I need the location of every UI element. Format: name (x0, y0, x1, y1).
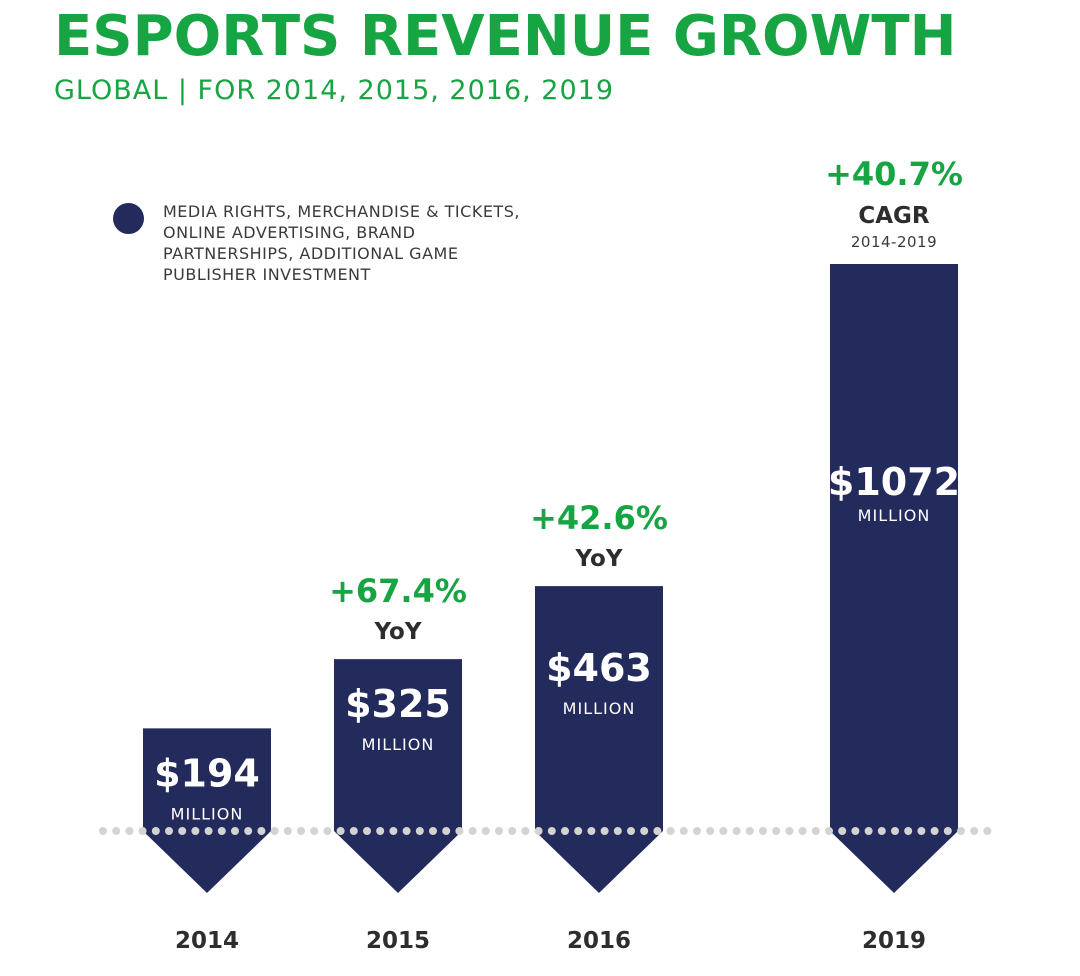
unit-label-2015: MILLION (362, 735, 435, 754)
bar-2019 (830, 264, 958, 893)
growth-note-2015: YoY (374, 619, 422, 645)
value-label-2019: $1072 (828, 460, 960, 504)
chart-title: ESPORTS REVENUE GROWTH (54, 4, 957, 69)
value-label-2015: $325 (345, 682, 451, 726)
value-label-2014: $194 (154, 751, 260, 795)
unit-label-2014: MILLION (171, 804, 244, 823)
legend-swatch (113, 203, 144, 234)
x-tick-label-2015: 2015 (366, 928, 430, 954)
value-label-2016: $463 (546, 646, 652, 690)
x-tick-label-2016: 2016 (567, 928, 631, 954)
unit-label-2019: MILLION (858, 506, 931, 525)
growth-note-2016: YoY (575, 546, 623, 572)
growth-value-2016: +42.6% (530, 499, 668, 537)
growth-value-2015: +67.4% (329, 572, 467, 610)
growth-note-2019: CAGR (858, 203, 930, 229)
chart-subtitle: GLOBAL | FOR 2014, 2015, 2016, 2019 (54, 75, 615, 106)
growth-value-2019: +40.7% (825, 155, 963, 193)
growth-period-2019: 2014-2019 (851, 233, 937, 251)
x-tick-label-2014: 2014 (175, 928, 239, 954)
bar-2014 (143, 728, 271, 893)
bar-2016 (535, 586, 663, 893)
unit-label-2016: MILLION (563, 699, 636, 718)
legend-label: MEDIA RIGHTS, MERCHANDISE & TICKETS, ONL… (163, 202, 520, 284)
x-tick-label-2019: 2019 (862, 928, 926, 954)
